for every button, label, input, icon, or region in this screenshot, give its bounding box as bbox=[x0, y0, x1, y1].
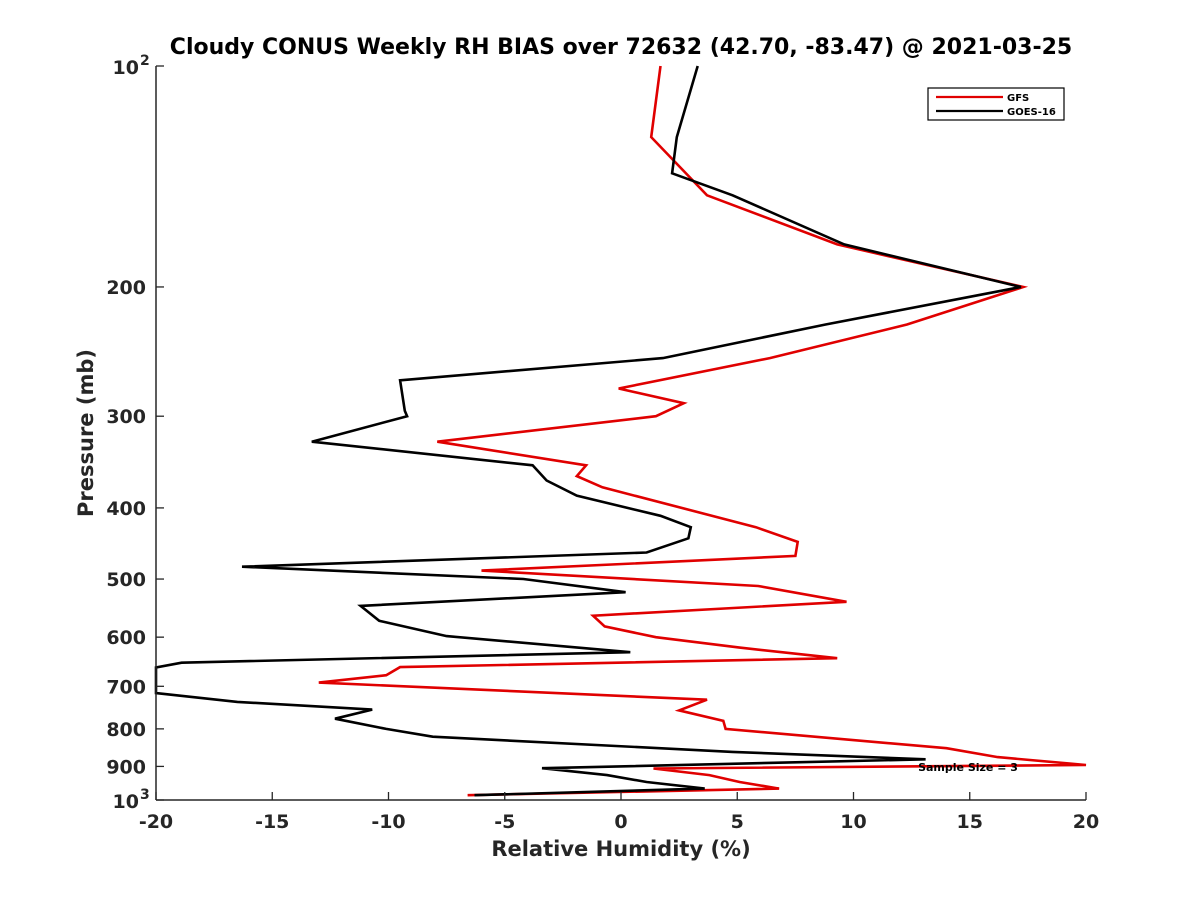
legend-goes16-label: GOES-16 bbox=[1007, 107, 1056, 118]
legend-box bbox=[927, 87, 1065, 121]
series-line-goes-16 bbox=[154, 65, 1022, 797]
y-tick-label-exponent: 3 bbox=[140, 787, 150, 803]
x-tick-label: 5 bbox=[731, 811, 744, 833]
y-tick-label-base: 10 bbox=[113, 791, 139, 813]
x-tick-label: 20 bbox=[1073, 811, 1099, 833]
y-tick-label-base: 10 bbox=[113, 57, 139, 79]
legend: GFS GOES-16 bbox=[927, 87, 1065, 121]
y-tick-label: 400 bbox=[106, 498, 146, 520]
sample-size-annotation: Sample Size = 3 bbox=[918, 761, 1018, 774]
x-tick-label: -10 bbox=[371, 811, 405, 833]
x-tick-label: -15 bbox=[255, 811, 289, 833]
y-axis-label: Pressure (mb) bbox=[74, 349, 98, 517]
x-tick-label: -5 bbox=[494, 811, 515, 833]
chart-title: Cloudy CONUS Weekly RH BIAS over 72632 (… bbox=[170, 35, 1072, 60]
x-tick-label: -20 bbox=[139, 811, 173, 833]
y-tick-label: 700 bbox=[106, 676, 146, 698]
y-tick-label-exponent: 2 bbox=[140, 53, 150, 69]
legend-gfs-label: GFS bbox=[1007, 93, 1029, 104]
y-tick-label: 900 bbox=[106, 756, 146, 778]
y-tick-label: 800 bbox=[106, 719, 146, 741]
y-tick-label: 600 bbox=[106, 627, 146, 649]
x-tick-label: 10 bbox=[840, 811, 866, 833]
y-tick-label: 500 bbox=[106, 569, 146, 591]
series-line-gfs bbox=[318, 65, 1087, 797]
x-tick-label: 15 bbox=[957, 811, 983, 833]
y-tick-label: 200 bbox=[106, 277, 146, 299]
x-axis-label: Relative Humidity (%) bbox=[491, 837, 750, 861]
y-tick-label: 300 bbox=[106, 406, 146, 428]
x-tick-label: 0 bbox=[614, 811, 627, 833]
